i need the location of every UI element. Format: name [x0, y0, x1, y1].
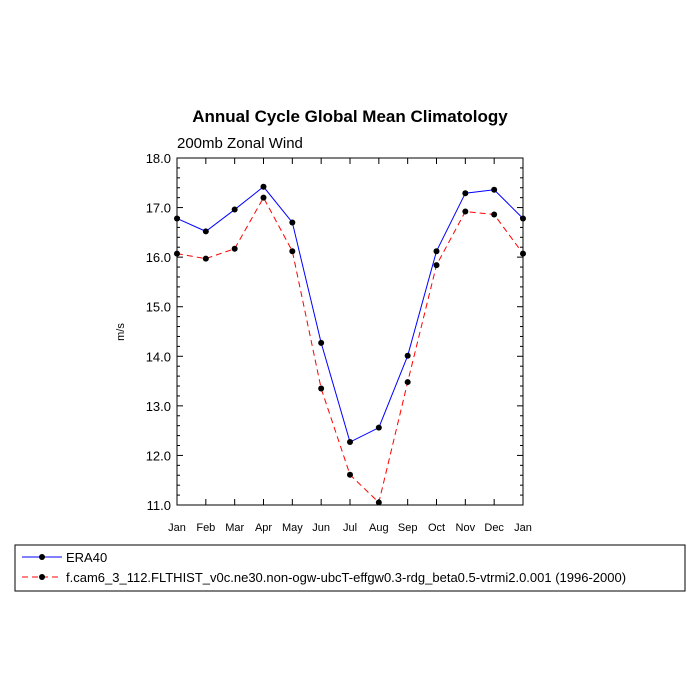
x-tick-label: May [282, 522, 303, 534]
plot-frame [176, 157, 524, 506]
data-point-model [491, 211, 498, 218]
chart-subtitle: 200mb Zonal Wind [177, 135, 303, 152]
series-line-era40 [176, 186, 524, 443]
data-point-model [520, 250, 526, 257]
y-tick-label: 11.0 [147, 498, 171, 513]
x-tick-label: Nov [456, 522, 476, 534]
y-tick-label: 17.0 [146, 201, 171, 216]
data-point-era40 [433, 248, 440, 255]
x-tick-label: Mar [225, 522, 244, 534]
legend-marker-model [39, 574, 45, 580]
series-layer [174, 183, 526, 506]
data-point-era40 [375, 424, 382, 431]
data-point-era40 [231, 206, 238, 213]
x-tick-label: Jul [343, 522, 357, 534]
data-point-model [318, 385, 325, 392]
x-tick-label: Feb [196, 522, 215, 534]
data-point-model [231, 245, 238, 252]
x-tick-label: Aug [369, 522, 389, 534]
x-tick-label: Oct [428, 522, 445, 534]
legend-box [14, 544, 686, 592]
chart-title: Annual Cycle Global Mean Climatology [192, 107, 508, 126]
data-point-era40 [202, 228, 209, 235]
y-tick-label: 13.0 [146, 399, 171, 414]
data-point-model [260, 194, 267, 201]
x-tick-label: Apr [255, 522, 272, 534]
y-tick-label: 16.0 [146, 250, 171, 265]
data-point-model [289, 248, 296, 255]
y-tick-label: 18.0 [146, 151, 171, 166]
x-tick-label: Jun [312, 522, 330, 534]
y-tick-label: 14.0 [146, 349, 171, 364]
x-tick-label: Sep [398, 522, 418, 534]
data-point-era40 [174, 215, 180, 222]
data-point-era40 [289, 219, 296, 226]
legend-label-era40: ERA40 [66, 550, 107, 565]
data-point-era40 [318, 339, 325, 346]
data-point-model [433, 262, 440, 269]
axes-layer: 11.0 12.0 13.0 14.0 15.0 16.0 17.0 18.0 Jan Feb Ma… [146, 151, 532, 534]
legend-label-model: f.cam6_3_112.FLTHIST_v0c.ne30.non-ogw-ub… [66, 570, 626, 585]
x-tick-label: Jan [168, 522, 186, 534]
data-point-era40 [491, 186, 498, 193]
series-line-model [176, 196, 524, 504]
data-point-era40 [260, 183, 267, 190]
legend-marker-era40 [39, 554, 45, 560]
data-point-model [404, 379, 411, 386]
data-point-model [202, 255, 209, 262]
y-tick-label: 15.0 [146, 300, 171, 315]
data-point-era40 [520, 215, 526, 222]
data-point-model [462, 208, 469, 215]
data-point-model [375, 499, 382, 506]
data-point-model [347, 471, 353, 478]
data-point-model [174, 250, 180, 257]
data-point-era40 [347, 439, 353, 446]
y-tick-label: 12.0 [146, 448, 171, 463]
x-tick-label: Jan [514, 522, 532, 534]
y-axis-label: m/s [115, 323, 127, 341]
x-tick-label: Dec [484, 522, 504, 534]
data-point-era40 [404, 352, 411, 359]
data-point-era40 [462, 190, 469, 197]
